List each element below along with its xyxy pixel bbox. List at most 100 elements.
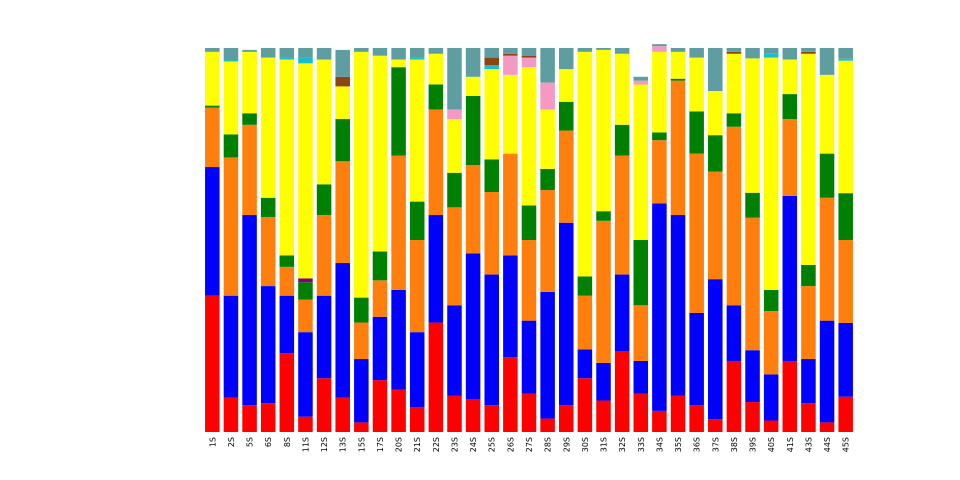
bar-segment-26S-5 <box>503 74 518 154</box>
bar-segment-22S-0 <box>428 322 444 432</box>
bar-segment-13S-1 <box>335 263 350 398</box>
bar-segment-12S-3 <box>316 184 332 216</box>
x-tick-label-30S: 30S <box>581 437 590 452</box>
bar-segment-37S-1 <box>708 279 723 420</box>
bar-segment-44S-3 <box>819 153 835 198</box>
bar-segment-17S-2 <box>372 280 388 317</box>
x-tick-label-6S: 6S <box>264 437 273 447</box>
bar-segment-45S-5 <box>838 60 853 194</box>
bar-segment-1S-9 <box>205 48 220 52</box>
x-tick-label-43S: 43S <box>804 437 813 452</box>
bar-segment-17S-3 <box>372 251 388 281</box>
bar-segment-37S-3 <box>708 135 723 172</box>
bar-segment-44S-9 <box>819 48 835 75</box>
bar-segment-2S-3 <box>223 134 239 158</box>
bar-segment-44S-0 <box>819 422 835 432</box>
bar-segment-41S-3 <box>782 94 798 120</box>
bar-segment-37S-5 <box>708 91 723 136</box>
x-tick-label-33S: 33S <box>637 437 646 452</box>
bar-segment-40S-1 <box>763 374 779 421</box>
bar-segment-37S-2 <box>708 171 723 280</box>
bar-segment-32S-9 <box>614 48 630 54</box>
x-tick-label-35S: 35S <box>674 437 683 452</box>
bar-segment-20S-2 <box>391 155 406 290</box>
bar-segment-5S-5 <box>242 51 257 114</box>
bar-segment-35S-5 <box>670 51 686 79</box>
bar-segment-6S-3 <box>260 197 276 217</box>
bar-segment-21S-9 <box>409 48 425 58</box>
x-tick-label-38S: 38S <box>730 437 739 452</box>
x-tick-label-45S: 45S <box>842 437 851 452</box>
bar-segment-35S-0 <box>670 395 686 432</box>
x-tick-label-44S: 44S <box>823 437 832 452</box>
bar-segment-20S-9 <box>391 48 406 60</box>
bar-segment-21S-3 <box>409 201 425 240</box>
bar-segment-37S-0 <box>708 419 723 432</box>
bar-segment-35S-2 <box>670 80 686 216</box>
bar-segment-6S-5 <box>260 57 276 198</box>
bar-segment-38S-8 <box>726 51 742 54</box>
x-tick-label-17S: 17S <box>376 437 385 452</box>
bar-segment-30S-1 <box>577 349 593 379</box>
bar-segment-1S-2 <box>205 107 220 168</box>
x-tick-label-22S: 22S <box>432 437 441 452</box>
bar-segment-29S-2 <box>558 130 574 223</box>
bar-segment-15S-9 <box>354 48 369 52</box>
bar-segment-29S-5 <box>558 69 574 102</box>
bar-segment-12S-0 <box>316 378 332 432</box>
bar-segment-31S-0 <box>596 400 611 432</box>
bar-segment-17S-5 <box>372 55 388 252</box>
bar-segment-23S-2 <box>447 207 462 306</box>
bar-segment-2S-6 <box>223 59 239 62</box>
bar-segment-33S-2 <box>633 305 649 361</box>
bar-segment-26S-8 <box>503 53 518 56</box>
bar-segment-1S-1 <box>205 167 220 296</box>
bar-segment-29S-1 <box>558 222 574 406</box>
bar-segment-36S-5 <box>689 57 704 112</box>
bar-segment-24S-0 <box>465 399 481 432</box>
bar-segment-25S-9 <box>484 48 500 58</box>
bar-segment-20S-0 <box>391 389 406 432</box>
bar-segment-21S-0 <box>409 407 425 432</box>
bar-segment-38S-9 <box>726 48 742 52</box>
bar-segment-29S-9 <box>558 48 574 70</box>
bar-segment-23S-3 <box>447 172 462 208</box>
bar-segment-34S-1 <box>652 203 667 411</box>
bar-segment-31S-9 <box>596 48 611 50</box>
bar-segment-41S-1 <box>782 195 798 361</box>
bar-segment-31S-5 <box>596 49 611 212</box>
bar-segment-21S-6 <box>409 57 425 60</box>
bar-segment-28S-7 <box>540 82 555 110</box>
x-tick-label-28S: 28S <box>544 437 553 452</box>
bar-segment-43S-5 <box>801 53 816 265</box>
bar-segment-28S-5 <box>540 109 555 169</box>
bar-segment-11S-4 <box>298 278 313 283</box>
bar-segment-25S-1 <box>484 274 500 406</box>
bar-segment-8S-2 <box>279 266 295 296</box>
bar-segment-30S-0 <box>577 378 593 432</box>
bar-segment-28S-9 <box>540 48 555 83</box>
bar-segment-40S-0 <box>763 420 779 432</box>
bar-segment-40S-6 <box>763 53 779 58</box>
bar-segment-5S-9 <box>242 49 257 52</box>
bar-segment-39S-0 <box>745 402 760 432</box>
bar-segment-35S-3 <box>670 78 686 81</box>
bar-segment-33S-0 <box>633 393 649 432</box>
bar-segment-43S-3 <box>801 264 816 287</box>
bar-segment-21S-1 <box>409 332 425 408</box>
x-tick-labels: 1S 2S 5S 6S 8S 11S 12S 13S 15S 17S 20S 21S 22S 23S 24S… <box>208 437 850 452</box>
bar-segment-33S-3 <box>633 240 649 306</box>
bar-segment-6S-9 <box>260 48 276 58</box>
bar-segment-36S-2 <box>689 153 704 313</box>
bar-segment-34S-9 <box>652 44 667 47</box>
bar-segment-8S-6 <box>279 57 295 60</box>
bar-segment-25S-2 <box>484 192 500 275</box>
bar-segment-25S-6 <box>484 65 500 70</box>
bar-segment-45S-3 <box>838 193 853 240</box>
bar-segment-27S-9 <box>521 48 537 56</box>
x-tick-label-32S: 32S <box>618 437 627 452</box>
bar-segment-45S-6 <box>838 58 853 61</box>
bar-segment-28S-2 <box>540 190 555 292</box>
bar-segment-39S-3 <box>745 192 760 218</box>
bar-segment-44S-2 <box>819 197 835 321</box>
